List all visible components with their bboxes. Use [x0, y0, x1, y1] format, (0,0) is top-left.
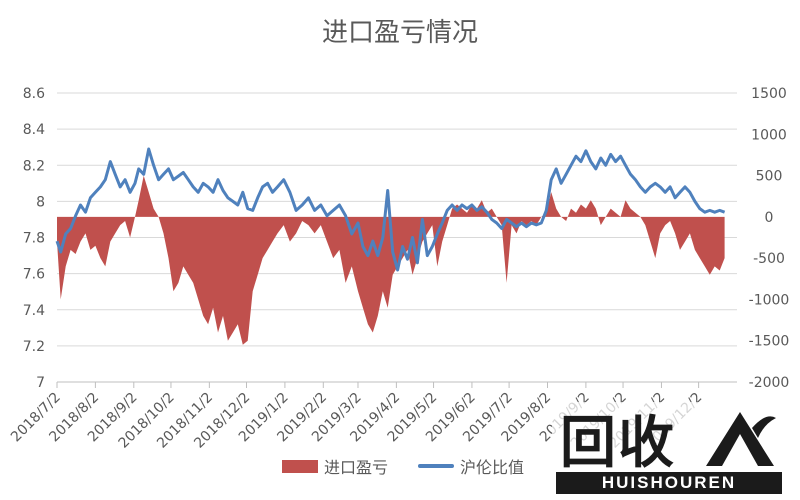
y-right-tick-label: -1500	[749, 334, 790, 350]
y-right-tick-label: 1500	[751, 86, 787, 102]
legend-item-line: 沪伦比值	[418, 454, 524, 478]
legend-label-area: 进口盈亏	[324, 458, 389, 477]
y-left-tick-label: 7.6	[23, 267, 45, 283]
y-left-tick-label: 7	[36, 375, 45, 391]
y-right-tick-label: -500	[753, 251, 785, 267]
y-right-tick-label: 1000	[751, 127, 787, 143]
y-left-tick-label: 8.2	[23, 158, 45, 174]
y-right-tick-label: 0	[765, 210, 774, 226]
y-right-tick-label: 500	[756, 169, 783, 185]
y-left-tick-label: 8	[36, 194, 45, 210]
legend-swatch-area	[282, 459, 318, 473]
y-left-tick-label: 8.4	[23, 122, 45, 138]
watermark-cn-text: 回收	[560, 411, 676, 476]
watermark-en-text: HUISHOUREN	[556, 472, 782, 494]
chart-legend: 进口盈亏 沪伦比值	[282, 454, 524, 478]
chart-title: 进口盈亏情况	[321, 18, 478, 48]
legend-label-line: 沪伦比值	[460, 458, 525, 477]
y-left-tick-label: 7.2	[23, 339, 45, 355]
legend-item-area: 进口盈亏	[282, 454, 388, 478]
leaf-icon	[706, 412, 776, 466]
y-left-tick-label: 7.4	[23, 303, 45, 319]
y-left-tick-label: 7.8	[23, 231, 45, 247]
y-right-tick-label: -1000	[749, 292, 790, 308]
line-series-shanghai-london-ratio	[55, 147, 726, 272]
y-right-tick-label: -2000	[749, 375, 790, 391]
y-left-tick-label: 8.6	[23, 86, 45, 102]
area-series-import-profit-loss	[57, 175, 725, 345]
legend-swatch-line	[418, 464, 455, 468]
watermark-logo: 回收 HUISHOUREN	[552, 402, 786, 494]
